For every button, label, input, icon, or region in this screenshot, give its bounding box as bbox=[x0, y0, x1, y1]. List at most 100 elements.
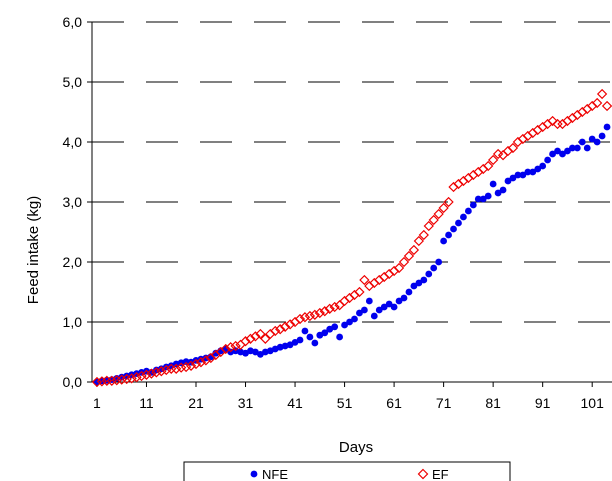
ef-point-47 bbox=[324, 303, 335, 314]
ef-point-14 bbox=[161, 364, 172, 376]
ef-point-38 bbox=[279, 321, 291, 332]
ef-point-19 bbox=[185, 360, 197, 371]
ef-point-0 bbox=[91, 376, 103, 388]
x-tick-label-4: 41 bbox=[287, 395, 303, 411]
ef-point-11 bbox=[146, 368, 157, 379]
ef-point-68 bbox=[428, 214, 439, 226]
y-tick-label-0: 0,0 bbox=[63, 374, 83, 390]
legend: NFE EF bbox=[183, 461, 511, 481]
nfe-point-63 bbox=[405, 288, 413, 296]
nfe-point-85 bbox=[514, 171, 522, 179]
ef-point-41 bbox=[294, 313, 306, 325]
ef-point-32 bbox=[250, 331, 261, 342]
nfe-point-93 bbox=[554, 147, 561, 155]
ef-point-45 bbox=[314, 307, 325, 319]
y-tick-label-2: 2,0 bbox=[63, 254, 83, 270]
nfe-point-72 bbox=[450, 225, 457, 233]
ef-point-3 bbox=[106, 375, 117, 386]
x-tick-label-1: 11 bbox=[139, 395, 154, 411]
ef-point-102 bbox=[596, 88, 608, 100]
nfe-point-71 bbox=[445, 231, 452, 239]
nfe-point-61 bbox=[395, 297, 403, 305]
ef-point-13 bbox=[156, 366, 167, 377]
nfe-point-66 bbox=[420, 276, 428, 284]
legend-ef-marker bbox=[417, 468, 429, 480]
nfe-point-58 bbox=[380, 303, 388, 311]
nfe-point-52 bbox=[351, 315, 358, 323]
nfe-point-56 bbox=[370, 312, 378, 320]
x-tick-label-3: 31 bbox=[238, 395, 254, 411]
nfe-point-64 bbox=[410, 282, 418, 290]
nfe-point-55 bbox=[365, 297, 373, 305]
y-tick-label-3: 3,0 bbox=[63, 194, 83, 210]
ef-point-48 bbox=[329, 301, 340, 313]
ef-point-20 bbox=[190, 358, 202, 370]
nfe-point-103 bbox=[603, 123, 611, 131]
ef-point-64 bbox=[408, 244, 420, 256]
ef-point-53 bbox=[354, 286, 365, 298]
nfe-point-57 bbox=[375, 306, 383, 314]
nfe-point-94 bbox=[559, 150, 566, 158]
ef-point-8 bbox=[131, 372, 142, 383]
ef-point-46 bbox=[319, 306, 330, 317]
grid-lines bbox=[92, 21, 612, 323]
ef-point-92 bbox=[547, 115, 558, 127]
y-tick-label-1: 1,0 bbox=[63, 314, 83, 330]
nfe-point-91 bbox=[544, 156, 552, 164]
x-axis-title: Days bbox=[339, 439, 373, 456]
nfe-point-89 bbox=[534, 165, 542, 173]
ef-point-43 bbox=[304, 310, 316, 322]
nfe-point-18 bbox=[182, 358, 190, 365]
ef-point-65 bbox=[413, 235, 425, 247]
ef-point-21 bbox=[195, 357, 207, 368]
nfe-point-83 bbox=[504, 177, 512, 185]
nfe-point-65 bbox=[415, 279, 423, 287]
y-tick-labels: 0,0 1,0 2,0 3,0 4,0 5,0 6,0 bbox=[63, 14, 92, 390]
nfe-point-76 bbox=[469, 201, 477, 209]
ef-point-80 bbox=[487, 154, 499, 166]
ef-point-26 bbox=[220, 343, 231, 355]
ef-point-27 bbox=[225, 342, 236, 353]
nfe-point-99 bbox=[583, 144, 591, 152]
ef-point-62 bbox=[398, 256, 410, 268]
ef-point-36 bbox=[270, 325, 281, 337]
x-tick-label-0: 1 bbox=[93, 395, 101, 411]
y-tick-label-5: 5,0 bbox=[63, 74, 83, 90]
ef-point-66 bbox=[418, 229, 429, 241]
nfe-point-70 bbox=[440, 237, 448, 245]
nfe-point-82 bbox=[499, 186, 507, 194]
nfe-point-42 bbox=[301, 327, 309, 335]
ef-point-34 bbox=[260, 333, 271, 344]
nfe-point-59 bbox=[385, 300, 393, 308]
nfe-point-69 bbox=[435, 258, 443, 266]
ef-point-61 bbox=[393, 262, 405, 274]
ef-point-70 bbox=[438, 202, 449, 214]
legend-box bbox=[183, 461, 511, 481]
nfe-point-75 bbox=[464, 207, 472, 215]
nfe-point-51 bbox=[346, 318, 353, 326]
ef-point-30 bbox=[240, 336, 251, 347]
nfe-point-43 bbox=[306, 333, 314, 341]
nfe-point-60 bbox=[390, 303, 398, 311]
nfe-point-96 bbox=[568, 144, 576, 152]
ef-point-54 bbox=[359, 274, 370, 286]
nfe-point-81 bbox=[494, 189, 502, 197]
nfe-point-49 bbox=[336, 333, 344, 341]
legend-nfe-marker bbox=[250, 470, 258, 478]
nfe-point-102 bbox=[598, 132, 606, 140]
ef-point-5 bbox=[116, 374, 127, 385]
nfe-point-100 bbox=[588, 135, 596, 143]
ef-point-17 bbox=[175, 362, 187, 373]
series-nfe bbox=[93, 123, 611, 386]
ef-point-71 bbox=[443, 196, 454, 208]
ef-point-67 bbox=[423, 220, 434, 232]
x-tick-label-7: 71 bbox=[436, 395, 452, 411]
nfe-point-78 bbox=[479, 195, 487, 203]
nfe-point-73 bbox=[455, 219, 462, 227]
ef-point-1 bbox=[96, 376, 108, 387]
y-tick-label-6: 6,0 bbox=[63, 14, 83, 30]
ef-point-63 bbox=[403, 250, 415, 262]
x-tick-label-8: 81 bbox=[485, 395, 501, 411]
nfe-point-48 bbox=[331, 323, 339, 331]
